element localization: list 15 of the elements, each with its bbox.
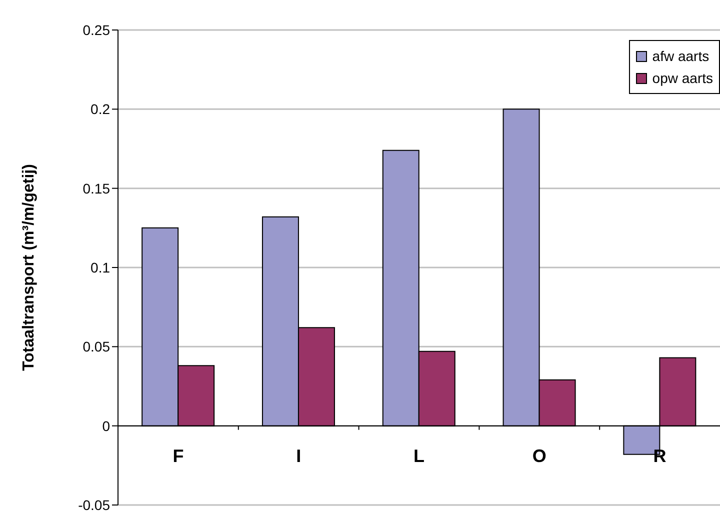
x-tick-label: R: [653, 446, 666, 466]
x-tick-label: O: [532, 446, 546, 466]
y-axis-title: Totaaltransport (m³/m/getij): [20, 164, 38, 371]
x-tick-label: I: [296, 446, 302, 466]
y-tick-label: 0.25: [82, 22, 110, 38]
x-tick-label: L: [414, 446, 424, 466]
legend-label: afw aarts: [652, 47, 710, 66]
y-tick-label: -0.05: [78, 496, 110, 513]
y-tick-label: 0.15: [82, 180, 110, 196]
y-tick-label: 0.1: [90, 259, 110, 276]
x-tick-label: F: [172, 446, 184, 466]
y-tick-label: 0: [102, 418, 110, 434]
y-tick-label: 0.2: [90, 101, 110, 118]
y-tick-label: 0.05: [82, 338, 110, 355]
legend-label: opw aarts: [652, 69, 713, 88]
